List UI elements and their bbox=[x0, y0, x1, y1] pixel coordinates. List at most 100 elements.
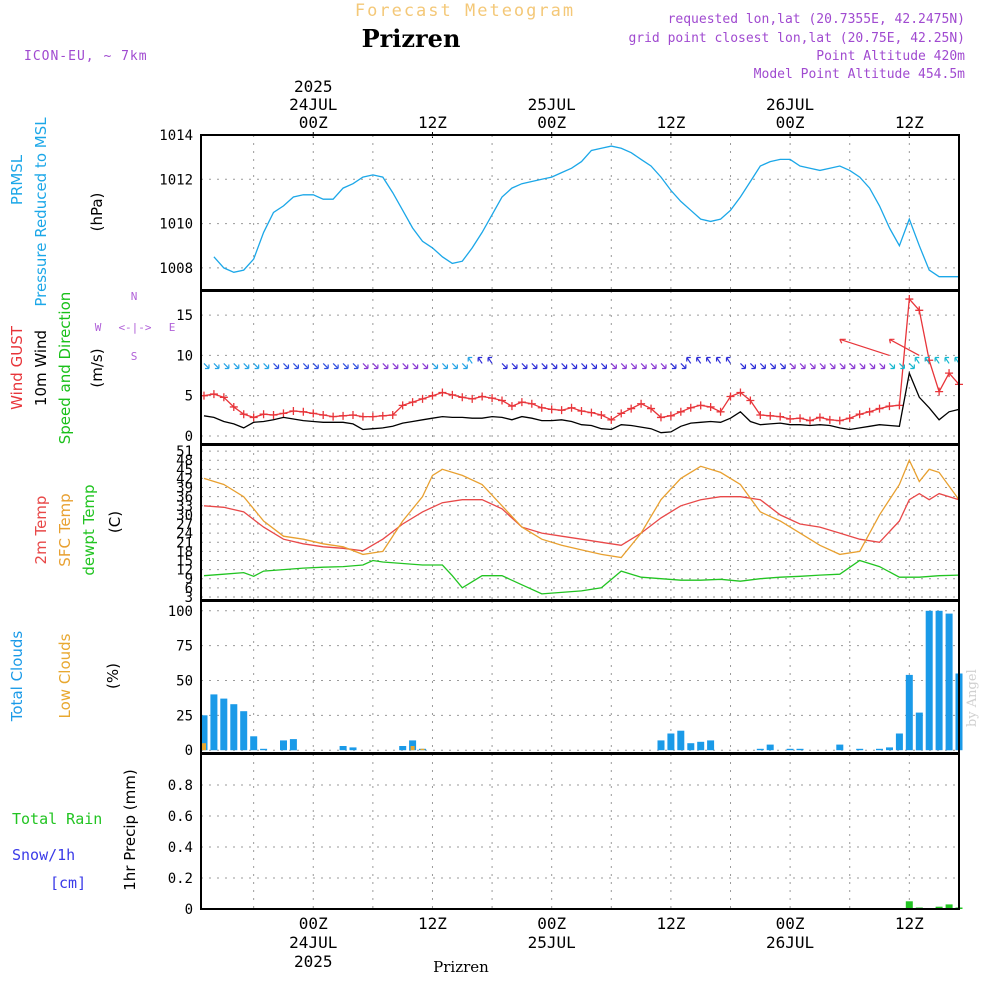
gust-point bbox=[378, 411, 387, 420]
wind-arrow bbox=[839, 363, 846, 370]
gust-point bbox=[517, 398, 526, 407]
time-label-bottom: 24JUL bbox=[289, 933, 337, 952]
time-label-top: 00Z bbox=[776, 113, 805, 132]
y-tick-label: 5 bbox=[185, 389, 193, 405]
gust-point bbox=[498, 396, 507, 405]
gust-point bbox=[547, 405, 556, 414]
gust-point bbox=[656, 413, 665, 422]
y-tick-label: 0.6 bbox=[168, 809, 193, 825]
y-tick-label: 1010 bbox=[159, 217, 193, 233]
gust-point bbox=[557, 406, 566, 415]
wind-arrow bbox=[610, 363, 617, 370]
gust-point bbox=[627, 404, 636, 413]
gust-point bbox=[448, 390, 457, 399]
bar bbox=[925, 610, 933, 751]
y-tick-label: 10 bbox=[176, 348, 193, 364]
wind-arrow bbox=[382, 363, 389, 370]
panel-label: dewpt Temp bbox=[80, 484, 98, 575]
gust-point bbox=[527, 399, 536, 408]
wind-arrow bbox=[686, 356, 692, 364]
wind-arrow bbox=[273, 363, 280, 370]
y-tick-label: 100 bbox=[168, 604, 193, 620]
panel-label: Wind GUST bbox=[8, 325, 26, 410]
wind-arrow bbox=[302, 363, 309, 370]
wind-arrow bbox=[944, 356, 950, 364]
time-label-top: 12Z bbox=[656, 113, 685, 132]
wind-arrow bbox=[223, 363, 230, 370]
y-tick-label: 42 bbox=[176, 471, 193, 487]
time-label-top: 24JUL bbox=[289, 95, 337, 114]
bar bbox=[240, 711, 248, 751]
gust-point bbox=[686, 403, 695, 412]
gust-point bbox=[776, 412, 785, 421]
gust-point bbox=[746, 396, 755, 405]
gust-point bbox=[358, 412, 367, 421]
wind-arrow bbox=[551, 363, 558, 370]
wind-arrow-gust bbox=[888, 338, 920, 356]
y-tick-label: 0.2 bbox=[168, 871, 193, 887]
compass-n: N bbox=[131, 290, 138, 303]
gust-point bbox=[637, 399, 646, 408]
wind-arrow bbox=[342, 363, 349, 370]
wind-panel: 0 5 10 15 bbox=[176, 290, 963, 445]
gust-point bbox=[617, 409, 626, 418]
time-label-top: 12Z bbox=[418, 113, 447, 132]
gust-point bbox=[299, 407, 308, 416]
panel-label: Pressure Reduced to MSL bbox=[32, 117, 50, 307]
gust-point bbox=[855, 410, 864, 419]
footer-location: Prizren bbox=[433, 958, 489, 976]
gust-point bbox=[289, 406, 298, 415]
bar bbox=[667, 733, 675, 751]
time-label-top: 00Z bbox=[299, 113, 328, 132]
super-title: Forecast Meteogram bbox=[355, 1, 575, 21]
gust-point bbox=[666, 411, 675, 420]
y-tick-label: 48 bbox=[176, 453, 193, 469]
bar bbox=[876, 748, 883, 751]
panel-label: SFC Temp bbox=[56, 493, 74, 566]
gust-point bbox=[567, 403, 576, 412]
y-tick-label: 50 bbox=[176, 673, 193, 689]
bar bbox=[200, 715, 208, 751]
wind-arrow bbox=[715, 356, 722, 364]
y-tick-label: 27 bbox=[176, 517, 193, 533]
wind-arrow-gust bbox=[839, 338, 890, 356]
series-line bbox=[203, 559, 960, 595]
gust-point bbox=[945, 369, 954, 378]
gust-point bbox=[825, 415, 834, 424]
wind-arrow bbox=[879, 363, 886, 370]
wind-arrow bbox=[924, 356, 930, 364]
wind-arrow bbox=[581, 363, 588, 370]
wind-arrow bbox=[789, 363, 796, 370]
wind-arrow bbox=[779, 363, 786, 370]
bar bbox=[202, 743, 206, 751]
bar bbox=[895, 733, 903, 751]
wind-arrow bbox=[213, 363, 220, 370]
bar bbox=[339, 746, 347, 751]
gust-point bbox=[368, 412, 377, 421]
compass-e: E bbox=[169, 321, 176, 334]
gust-point bbox=[577, 406, 586, 415]
panel-label: 10m Wind bbox=[32, 330, 50, 406]
y-tick-label: 6 bbox=[185, 581, 193, 597]
bar bbox=[687, 743, 695, 751]
bar bbox=[935, 610, 943, 751]
bar bbox=[915, 712, 923, 751]
gust-point bbox=[875, 404, 884, 413]
model-label: ICON-EU, ~ 7km bbox=[24, 49, 148, 64]
wind-arrow bbox=[561, 363, 568, 370]
gust-point bbox=[239, 410, 248, 419]
bar bbox=[945, 904, 953, 909]
gust-point bbox=[428, 391, 437, 400]
wind-arrow bbox=[829, 363, 836, 370]
gust-point bbox=[845, 414, 854, 423]
wind-arrow bbox=[352, 363, 359, 370]
bar bbox=[280, 740, 287, 751]
gust-point bbox=[408, 398, 417, 407]
wind-arrow bbox=[412, 363, 419, 370]
panel-label: Low Clouds bbox=[56, 633, 74, 718]
bar bbox=[935, 906, 943, 909]
bar bbox=[230, 704, 238, 751]
panel-label: Speed and Direction bbox=[56, 292, 74, 445]
wind-arrow bbox=[531, 363, 538, 370]
